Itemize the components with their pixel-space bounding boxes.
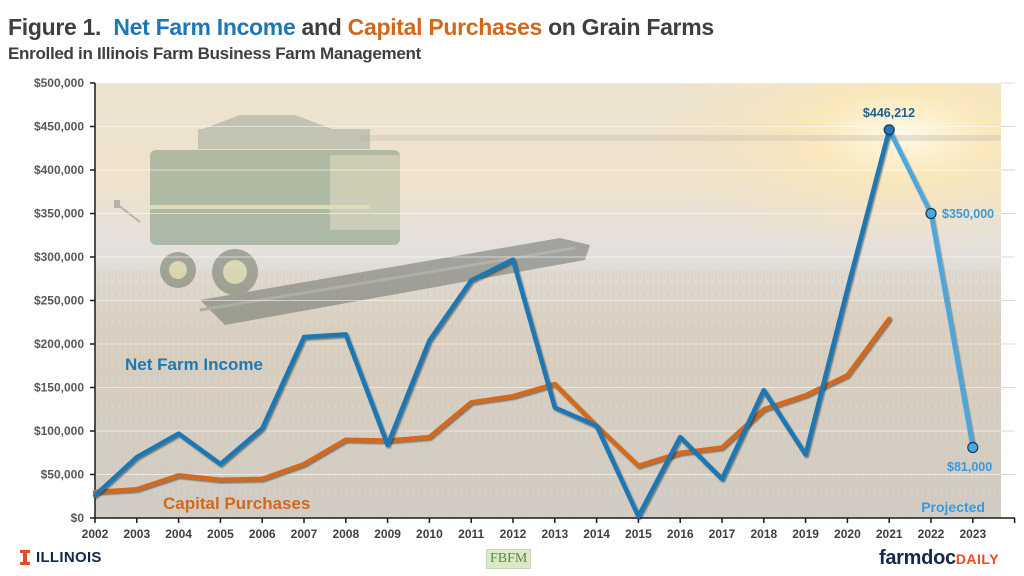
farmdoc-wordmark: farmdoc (879, 547, 956, 569)
annotation-2022-value: $350,000 (942, 207, 994, 221)
x-tick-label: 2007 (291, 527, 318, 541)
x-tick-label: 2014 (583, 527, 610, 541)
x-tick-label: 2020 (834, 527, 861, 541)
y-tick-label: $150,000 (34, 381, 84, 395)
y-axis-labels: $0 $50,000 $100,000 $150,000 $200,000 $2… (34, 76, 84, 525)
y-axis (90, 82, 96, 519)
y-tick-label: $50,000 (41, 468, 85, 482)
title-net-farm-income: Net Farm Income (113, 14, 296, 40)
y-tick-label: $200,000 (34, 337, 84, 351)
capital-purchases-label: Capital Purchases (163, 494, 310, 513)
chart-title: Figure 1. Net Farm Income and Capital Pu… (8, 14, 714, 41)
fbfm-logo: FBFM (486, 549, 532, 569)
y-tick-label: $500,000 (34, 76, 84, 90)
x-tick-label: 2008 (332, 527, 359, 541)
x-axis-labels: 2002 2003 2004 2005 2006 2007 2008 2009 … (82, 527, 987, 541)
x-tick-label: 2009 (374, 527, 401, 541)
y-tick-label: $300,000 (34, 250, 84, 264)
x-tick-label: 2013 (541, 527, 568, 541)
x-tick-label: 2016 (667, 527, 694, 541)
annotation-2021-value: $446,212 (863, 106, 915, 120)
x-tick-label: 2023 (959, 527, 986, 541)
x-tick-label: 2021 (876, 527, 903, 541)
illinois-logo: ILLINOIS (20, 549, 102, 566)
annotation-2023-value: $81,000 (947, 460, 992, 474)
projected-label: Projected (921, 499, 985, 515)
series-net-farm-income (92, 127, 892, 519)
title-suffix: on Grain Farms (548, 14, 714, 40)
block-i-icon (20, 550, 30, 565)
illinois-wordmark: ILLINOIS (36, 549, 102, 566)
gridlines (95, 82, 1015, 475)
gridlines-right-extension (1001, 82, 1015, 475)
y-tick-label: $0 (71, 511, 85, 525)
data-point-markers (883, 124, 979, 454)
x-tick-label: 2005 (207, 527, 234, 541)
marker-2023 (967, 441, 979, 454)
daily-wordmark: DAILY (955, 551, 1000, 567)
series-capital-purchases (92, 316, 892, 495)
x-tick-label: 2012 (500, 527, 527, 541)
x-tick-label: 2004 (165, 527, 192, 541)
figure-label: Figure 1. (8, 14, 102, 40)
chart-subtitle: Enrolled in Illinois Farm Business Farm … (8, 44, 421, 63)
x-tick-label: 2002 (82, 527, 109, 541)
x-tick-label: 2017 (709, 527, 736, 541)
farmdoc-daily-logo: farmdocDAILY (879, 547, 999, 570)
title-connector: and (301, 14, 342, 40)
x-tick-label: 2022 (918, 527, 945, 541)
x-tick-label: 2019 (792, 527, 819, 541)
y-tick-label: $450,000 (34, 120, 84, 134)
x-axis (94, 517, 1016, 523)
y-tick-label: $100,000 (34, 424, 84, 438)
y-tick-label: $400,000 (34, 163, 84, 177)
x-tick-label: 2006 (249, 527, 276, 541)
marker-2022 (925, 207, 937, 220)
x-tick-label: 2015 (625, 527, 652, 541)
x-tick-label: 2018 (750, 527, 777, 541)
x-tick-label: 2003 (123, 527, 150, 541)
y-tick-label: $250,000 (34, 294, 84, 308)
title-capital-purchases: Capital Purchases (347, 14, 543, 40)
net-farm-income-label: Net Farm Income (125, 355, 263, 374)
marker-2021 (883, 124, 895, 136)
y-tick-label: $350,000 (34, 207, 84, 221)
x-tick-label: 2011 (458, 527, 484, 541)
x-tick-label: 2010 (416, 527, 443, 541)
